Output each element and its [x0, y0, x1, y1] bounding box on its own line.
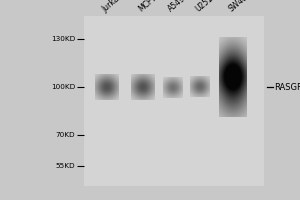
Text: RASGRP1: RASGRP1: [274, 83, 300, 92]
Text: 55KD: 55KD: [56, 163, 75, 169]
Text: 100KD: 100KD: [51, 84, 75, 90]
Text: U251: U251: [194, 0, 215, 14]
Text: MCF7: MCF7: [137, 0, 159, 14]
Text: 130KD: 130KD: [51, 36, 75, 42]
Bar: [84, 16, 264, 186]
Text: A549: A549: [167, 0, 188, 14]
Text: 70KD: 70KD: [56, 132, 75, 138]
Text: SW480: SW480: [227, 0, 253, 14]
Text: Jurkat: Jurkat: [101, 0, 124, 14]
